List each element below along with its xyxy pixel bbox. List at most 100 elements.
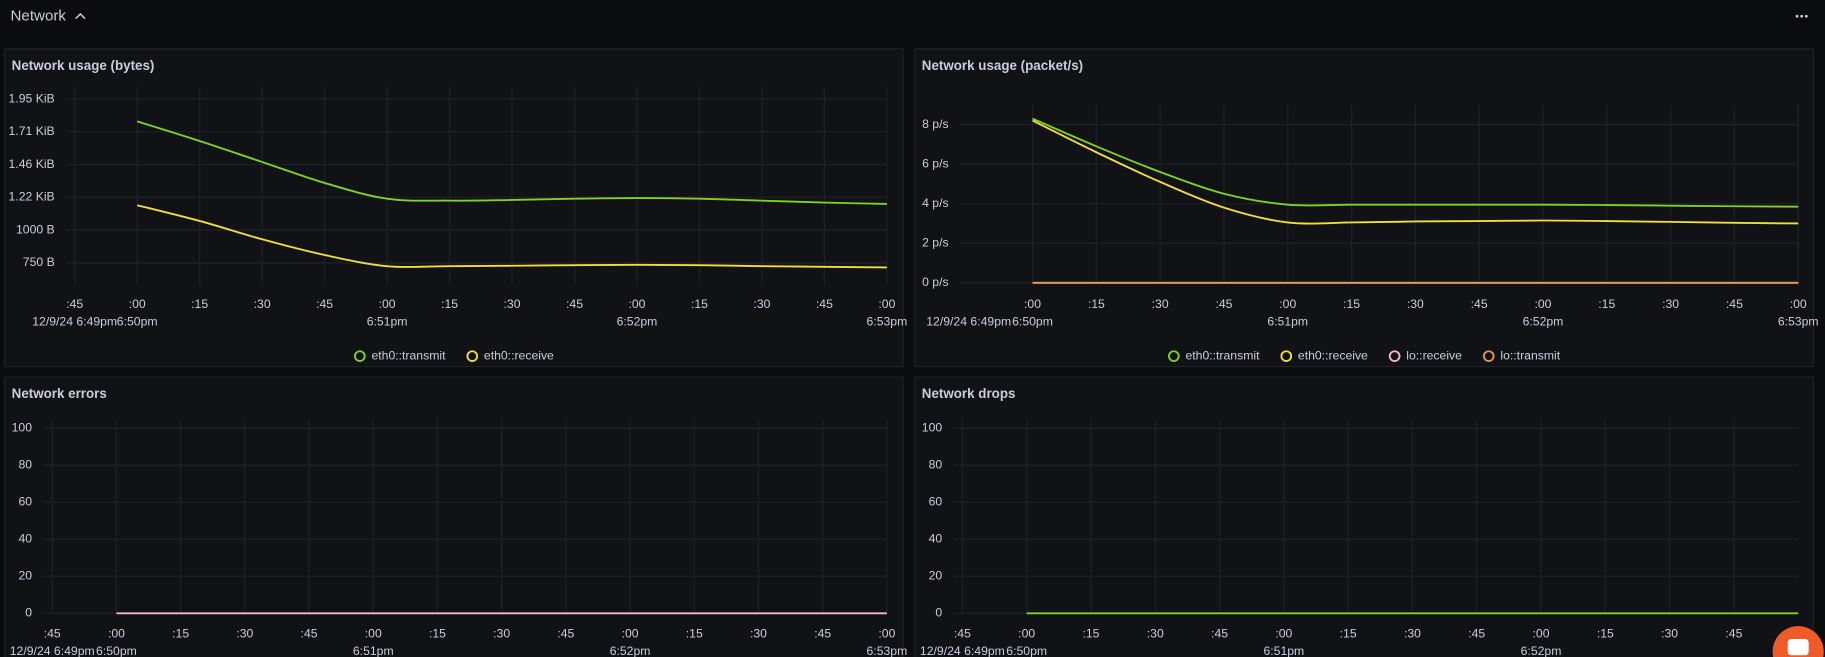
x-tick-sublabel: 6:51pm <box>367 315 408 329</box>
x-tick-label: :00 <box>628 297 645 311</box>
x-tick-sublabel: 6:53pm <box>1778 315 1819 329</box>
x-tick-label: :15 <box>1597 627 1614 641</box>
x-tick-sublabel: 6:50pm <box>96 644 137 657</box>
x-tick-label: :30 <box>1404 627 1421 641</box>
x-tick-label: :30 <box>750 627 767 641</box>
x-tick-label: :45 <box>1215 297 1232 311</box>
x-tick-label: :45 <box>814 627 831 641</box>
x-tick-label: :00 <box>1533 627 1550 641</box>
x-tick-sublabel: 6:52pm <box>617 315 658 329</box>
x-tick-label: :45 <box>1725 627 1742 641</box>
y-tick-label: 20 <box>18 569 32 583</box>
y-tick-label: 80 <box>929 458 943 472</box>
y-tick-label: 0 <box>25 606 32 620</box>
x-tick-label: :15 <box>1598 297 1615 311</box>
legend-marker <box>1168 350 1180 362</box>
x-tick-label: :00 <box>622 627 639 641</box>
x-tick-label: :45 <box>1471 297 1488 311</box>
y-tick-label: 1.95 KiB <box>9 91 55 105</box>
chat-button[interactable] <box>1772 626 1824 657</box>
x-tick-label: :30 <box>504 297 521 311</box>
x-tick-label: :30 <box>254 297 271 311</box>
x-tick-label: :30 <box>1661 627 1678 641</box>
y-tick-label: 60 <box>929 495 943 509</box>
x-tick-sublabel: 6:51pm <box>353 644 394 657</box>
x-tick-label: :30 <box>1147 627 1164 641</box>
x-tick-sublabel: 12/9/24 6:49pm <box>32 315 117 329</box>
x-tick-label: :45 <box>66 297 83 311</box>
legend-label: lo::transmit <box>1500 348 1560 362</box>
x-tick-label: :00 <box>1018 627 1035 641</box>
x-tick-label: :00 <box>1279 297 1296 311</box>
panel <box>4 376 904 657</box>
series-line <box>1032 117 1799 208</box>
x-tick-label: :00 <box>1790 297 1807 311</box>
x-tick-sublabel: 6:52pm <box>1523 315 1564 329</box>
x-tick-sublabel: 6:50pm <box>1006 644 1047 657</box>
x-tick-label: :45 <box>557 627 574 641</box>
y-tick-label: 0 p/s <box>922 275 949 289</box>
x-tick-label: :15 <box>686 627 703 641</box>
legend: eth0::transmit eth0::receive lo::receive lo… <box>1168 348 1561 362</box>
x-tick-label: :00 <box>878 627 895 641</box>
y-tick-label: 750 B <box>23 255 55 269</box>
x-tick-label: :15 <box>1082 627 1099 641</box>
x-tick-label: :30 <box>1152 297 1169 311</box>
section-title[interactable]: Network <box>11 7 67 24</box>
y-tick-label: 40 <box>18 532 32 546</box>
x-tick-sublabel: 12/9/24 6:49pm <box>10 644 95 657</box>
legend-marker <box>1280 350 1293 362</box>
legend-marker <box>354 350 366 362</box>
panel <box>4 48 904 368</box>
menu-icon[interactable] <box>1795 14 1808 18</box>
charts: Network usage (bytes) 750 B 1000 B 1.22 KiB… <box>9 58 1819 657</box>
chart-title: Network errors <box>12 386 107 401</box>
x-tick-sublabel: 6:52pm <box>610 644 651 657</box>
y-tick-label: 100 <box>12 420 33 434</box>
x-tick-label: :30 <box>1407 297 1424 311</box>
x-tick-label: :45 <box>954 627 971 641</box>
x-tick-label: :00 <box>1024 297 1041 311</box>
x-tick-label: :30 <box>493 627 510 641</box>
x-tick-label: :15 <box>1340 627 1357 641</box>
chart: Network errors 0 20 40 60 80 100 :45 :00 :15 :30 :4… <box>10 386 908 657</box>
chart-title: Network usage (bytes) <box>12 58 155 73</box>
y-tick-label: 80 <box>18 458 32 472</box>
collapse-chevron[interactable] <box>75 12 86 20</box>
legend: eth0::transmit eth0::receive <box>354 348 554 362</box>
legend-label: eth0::transmit <box>1185 348 1260 362</box>
series-line <box>136 120 887 205</box>
y-tick-label: 1.22 KiB <box>9 190 55 204</box>
y-tick-label: 2 p/s <box>922 235 949 249</box>
y-tick-label: 1.71 KiB <box>9 124 55 138</box>
y-tick-label: 100 <box>922 420 943 434</box>
x-tick-label: :00 <box>379 297 396 311</box>
y-tick-label: 8 p/s <box>922 117 949 131</box>
x-tick-sublabel: 6:50pm <box>117 315 158 329</box>
x-tick-label: :15 <box>429 627 446 641</box>
panel <box>914 376 1814 657</box>
y-tick-label: 1.46 KiB <box>9 157 55 171</box>
x-tick-label: :30 <box>753 297 770 311</box>
x-tick-sublabel: 12/9/24 6:49pm <box>920 644 1005 657</box>
y-tick-label: 0 <box>935 606 942 620</box>
y-tick-label: 40 <box>929 532 943 546</box>
x-tick-label: :45 <box>1468 627 1485 641</box>
y-tick-label: 6 p/s <box>922 156 949 170</box>
x-tick-sublabel: 6:51pm <box>1263 644 1304 657</box>
legend-label: eth0::receive <box>484 348 554 362</box>
x-tick-label: :00 <box>108 627 125 641</box>
x-tick-label: :15 <box>691 297 708 311</box>
x-tick-label: :45 <box>301 627 318 641</box>
series-line <box>1032 119 1799 225</box>
x-tick-sublabel: 6:51pm <box>1267 315 1308 329</box>
x-tick-label: :45 <box>1726 297 1743 311</box>
x-tick-label: :30 <box>236 627 253 641</box>
x-tick-sublabel: 6:53pm <box>867 315 908 329</box>
x-tick-label: :45 <box>816 297 833 311</box>
y-tick-label: 20 <box>929 569 943 583</box>
legend-marker <box>466 350 479 362</box>
x-tick-sublabel: 6:52pm <box>1521 644 1562 657</box>
y-tick-label: 60 <box>18 495 32 509</box>
